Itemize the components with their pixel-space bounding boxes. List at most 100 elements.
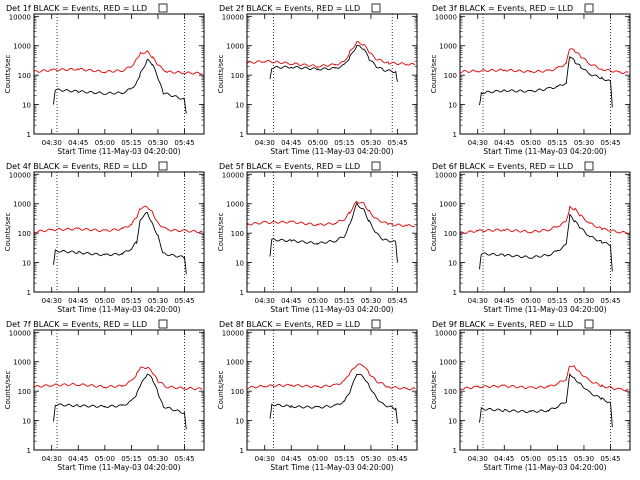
x-tick-label: 05:15 [334, 297, 354, 305]
detector-panel: Det 8f BLACK = Events, RED = LLD 1 10 100 10… [217, 319, 418, 472]
x-tick-label: 05:00 [95, 455, 115, 463]
y-axis-label: Counts/sec [217, 55, 225, 94]
y-tick-label: 100 [444, 388, 457, 396]
x-tick-label: 04:45 [494, 139, 514, 147]
y-axis-label: Counts/sec [430, 213, 438, 252]
plot-frame [246, 13, 418, 135]
title-box-marker [158, 319, 168, 329]
panel-title: Det 6f BLACK = Events, RED = LLD [432, 162, 573, 171]
x-tick-label: 04:30 [255, 297, 275, 305]
lld-series-line [459, 205, 629, 235]
y-tick-label: 1000 [13, 359, 31, 367]
x-tick-label: 05:45 [600, 455, 620, 463]
x-tick-label: 05:30 [574, 455, 594, 463]
title-box-marker [158, 3, 168, 13]
detector-panel: Det 5f BLACK = Events, RED = LLD 1 10 100 10… [217, 161, 418, 314]
x-tick-label: 05:30 [574, 139, 594, 147]
panel-title: Det 9f BLACK = Events, RED = LLD [432, 320, 573, 329]
y-tick-label: 10000 [9, 13, 31, 21]
x-tick-label: 04:45 [281, 297, 301, 305]
y-tick-label: 100 [231, 388, 244, 396]
x-axis-label: Start Time (11-May-03 04:20:00) [57, 463, 180, 472]
x-tick-label: 05:45 [600, 297, 620, 305]
x-tick-label: 04:30 [42, 297, 62, 305]
x-tick-label: 05:00 [308, 139, 328, 147]
lld-series-line [460, 48, 629, 74]
plot-frame [33, 171, 205, 293]
y-tick-label: 1 [27, 289, 31, 297]
panel-title: Det 3f BLACK = Events, RED = LLD [432, 4, 573, 13]
lld-series-line [246, 41, 416, 68]
title-box-marker [158, 161, 168, 171]
y-tick-label: 10000 [222, 171, 244, 179]
y-tick-label: 100 [18, 388, 31, 396]
x-tick-label: 05:00 [308, 455, 328, 463]
y-tick-label: 100 [231, 72, 244, 80]
title-box-marker [584, 319, 594, 329]
x-axis-label: Start Time (11-May-03 04:20:00) [270, 147, 393, 156]
y-tick-label: 10 [22, 260, 31, 268]
panel-title: Det 4f BLACK = Events, RED = LLD [6, 162, 147, 171]
y-tick-label: 1 [240, 447, 244, 455]
plot-frame [246, 171, 418, 293]
x-tick-label: 05:15 [547, 455, 567, 463]
x-tick-label: 04:45 [68, 455, 88, 463]
x-tick-label: 04:30 [255, 139, 275, 147]
x-tick-label: 05:00 [308, 297, 328, 305]
x-tick-label: 05:15 [334, 455, 354, 463]
x-tick-label: 05:30 [148, 297, 168, 305]
y-tick-label: 1000 [226, 43, 244, 51]
plot-frame [33, 329, 205, 451]
x-tick-label: 04:30 [468, 297, 488, 305]
y-tick-label: 10 [22, 418, 31, 426]
y-tick-label: 1 [453, 131, 457, 139]
title-box-marker [371, 319, 381, 329]
events-series-line [269, 202, 398, 263]
x-tick-label: 04:30 [468, 139, 488, 147]
y-tick-label: 10 [235, 260, 244, 268]
events-series-line [53, 373, 187, 430]
y-tick-label: 100 [444, 72, 457, 80]
detector-panel: Det 1f BLACK = Events, RED = LLD 1 10 100 10… [4, 3, 205, 156]
y-tick-label: 1000 [226, 359, 244, 367]
detector-panel: Det 7f BLACK = Events, RED = LLD 1 10 100 10… [4, 319, 205, 472]
detector-panel: Det 6f BLACK = Events, RED = LLD 1 10 100 10… [430, 161, 631, 314]
x-tick-label: 05:00 [521, 139, 541, 147]
x-tick-label: 05:30 [361, 297, 381, 305]
plot-frame [459, 13, 631, 135]
detector-panel: Det 4f BLACK = Events, RED = LLD 1 10 100 10… [4, 161, 205, 314]
lld-series-line [246, 200, 416, 228]
y-tick-label: 10 [448, 102, 457, 110]
title-box-marker [584, 3, 594, 13]
y-tick-label: 10 [448, 260, 457, 268]
panel-title: Det 1f BLACK = Events, RED = LLD [6, 4, 147, 13]
detector-panel: Det 2f BLACK = Events, RED = LLD 1 10 100 10… [217, 3, 418, 156]
x-axis-label: Start Time (11-May-03 04:20:00) [483, 463, 606, 472]
events-series-line [53, 211, 187, 275]
y-tick-label: 100 [231, 230, 244, 238]
y-tick-label: 10000 [222, 13, 244, 21]
x-tick-label: 05:45 [600, 139, 620, 147]
x-tick-label: 05:00 [521, 297, 541, 305]
x-axis-label: Start Time (11-May-03 04:20:00) [483, 147, 606, 156]
y-tick-label: 100 [18, 72, 31, 80]
y-tick-label: 1000 [13, 43, 31, 51]
y-tick-label: 1000 [439, 359, 457, 367]
x-tick-label: 05:30 [361, 139, 381, 147]
y-axis-label: Counts/sec [217, 371, 225, 410]
y-tick-label: 1 [240, 131, 244, 139]
x-tick-label: 05:30 [361, 455, 381, 463]
y-axis-label: Counts/sec [4, 371, 12, 410]
y-axis-label: Counts/sec [4, 55, 12, 94]
x-tick-label: 04:30 [42, 455, 62, 463]
x-tick-label: 05:45 [387, 455, 407, 463]
y-tick-label: 10000 [9, 329, 31, 337]
events-series-line [479, 213, 613, 272]
y-tick-label: 10 [235, 418, 244, 426]
lld-series-line [33, 205, 203, 234]
lld-series-line [247, 363, 416, 391]
x-tick-label: 05:30 [148, 139, 168, 147]
x-tick-label: 05:15 [334, 139, 354, 147]
x-tick-label: 04:45 [68, 139, 88, 147]
